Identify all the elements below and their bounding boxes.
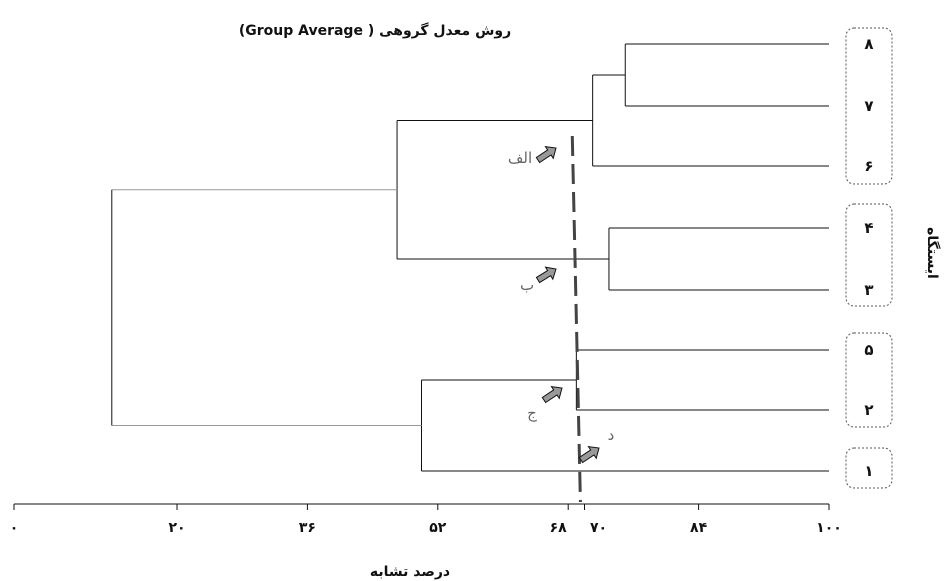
cluster-label: ج (527, 404, 537, 423)
cluster-label: د (608, 426, 615, 444)
leaf-label: ۳ (864, 281, 873, 299)
leaf-label: ۱ (864, 462, 873, 480)
leaf-label: ۴ (864, 219, 873, 237)
x-tick-label: ۷۰ (590, 520, 607, 536)
cluster-label: الف (508, 149, 532, 167)
cutoff-line-group (572, 136, 580, 502)
leaf-label: ۶ (864, 157, 873, 175)
x-axis-title: درصد تشابه (370, 564, 450, 580)
x-tick-label: ۵۲ (429, 520, 447, 536)
y-axis-title: ایستگاه (924, 227, 941, 279)
leaf-label: ۷ (864, 97, 873, 115)
leaf-label: ۲ (864, 401, 873, 419)
cluster-label: ب (520, 276, 534, 294)
annotation-arrow (536, 267, 556, 282)
x-tick-label: ۲۰ (168, 520, 185, 536)
x-tick-label: ۱۰۰ (816, 520, 842, 536)
dendrogram-links (112, 44, 829, 471)
x-tick-label: ۶۸ (550, 520, 568, 536)
leaf-label: ۵ (864, 341, 873, 359)
leaf-groups: ۸ ۷ ۶ ۴ ۳ ۵ ۲ ۱ (846, 28, 892, 488)
cutoff-dashed-line (572, 136, 580, 502)
x-tick-label: ۰ (10, 520, 19, 536)
annotation-arrow (536, 147, 556, 163)
annotation-arrow (542, 387, 562, 403)
chart-title: روش معدل گروهی ( Group Average) (239, 22, 511, 39)
cluster-annotations: الف ب ج د (508, 147, 614, 463)
x-axis: ۰ ۲۰ ۳۶ ۵۲ ۶۸ ۷۰ ۸۴ ۱۰۰ (10, 504, 842, 536)
x-tick-label: ۸۴ (690, 520, 708, 536)
leaf-label: ۸ (864, 35, 873, 53)
x-tick-label: ۳۶ (299, 520, 316, 536)
annotation-arrow (579, 447, 599, 463)
